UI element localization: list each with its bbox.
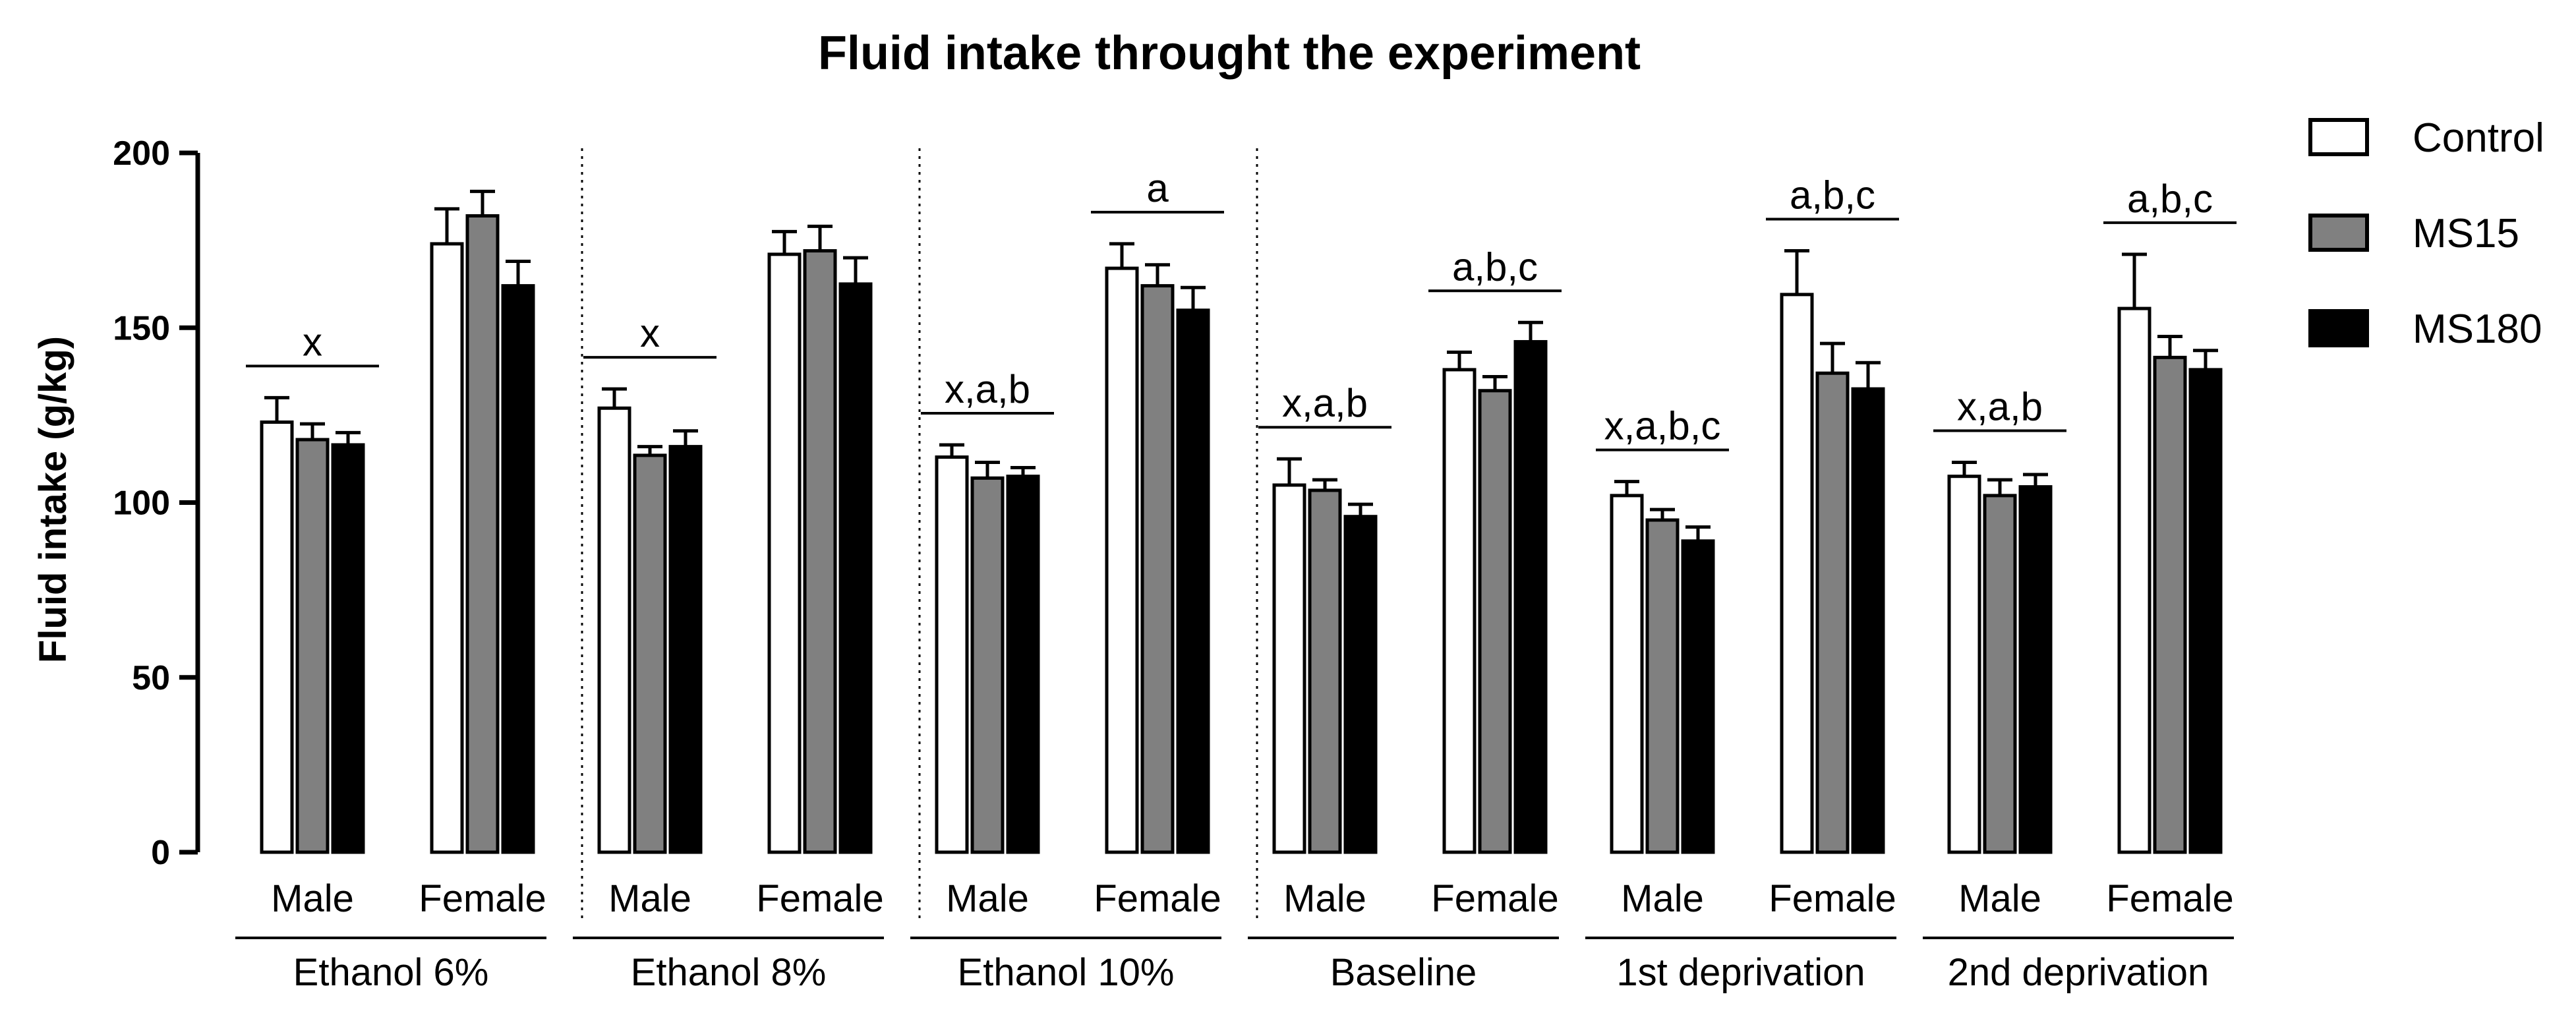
group-label: 2nd deprivation bbox=[1948, 951, 2210, 994]
x-axis-labels: Male Female Ethanol 6% Male Female Ethanol 8%… bbox=[235, 877, 2234, 994]
sex-label: Female bbox=[1769, 877, 1896, 920]
bar bbox=[331, 443, 365, 854]
bar bbox=[1343, 515, 1378, 854]
bar bbox=[1983, 494, 2017, 854]
sex-label: Female bbox=[1431, 877, 1558, 920]
annotations-layer: x x x,a,b a x,a,b a,b,c x,a,b,c a,b,c x,a,b a,b,c bbox=[246, 166, 2237, 451]
bar bbox=[501, 284, 535, 854]
group-label: Ethanol 6% bbox=[293, 951, 489, 994]
chart-title: Fluid intake throught the experiment bbox=[818, 27, 1641, 80]
y-tick-label: 100 bbox=[113, 484, 170, 523]
group-label: Baseline bbox=[1330, 951, 1477, 994]
bar bbox=[1478, 389, 1512, 854]
legend-label: MS15 bbox=[2413, 211, 2519, 256]
significance-label: x bbox=[640, 311, 660, 355]
bar bbox=[1442, 368, 1477, 854]
legend-swatch bbox=[2308, 118, 2369, 156]
significance-label: a bbox=[1146, 166, 1169, 210]
bar bbox=[767, 252, 802, 854]
bar bbox=[2117, 306, 2152, 854]
legend: Control MS15 MS180 bbox=[2308, 115, 2544, 352]
significance-label: a,b,c bbox=[1452, 245, 1538, 289]
bar bbox=[295, 438, 330, 854]
bar bbox=[1645, 518, 1680, 854]
bar bbox=[633, 453, 667, 854]
significance-label: x,a,b,c bbox=[1604, 404, 1721, 448]
bar bbox=[2188, 368, 2223, 854]
bar bbox=[1006, 475, 1040, 854]
group-label: 1st deprivation bbox=[1616, 951, 1865, 994]
sex-label: Female bbox=[756, 877, 883, 920]
legend-swatch bbox=[2308, 214, 2369, 252]
bar bbox=[1272, 483, 1306, 854]
bar bbox=[1308, 488, 1342, 854]
bar bbox=[935, 455, 969, 854]
bar bbox=[1140, 284, 1175, 854]
bar bbox=[1176, 308, 1210, 854]
bar bbox=[1815, 371, 1850, 854]
sex-label: Male bbox=[271, 877, 354, 920]
sex-label: Male bbox=[1958, 877, 2041, 920]
bar bbox=[1681, 539, 1715, 854]
bar bbox=[803, 249, 837, 854]
group-separators bbox=[581, 148, 1258, 923]
sex-label: Male bbox=[608, 877, 691, 920]
significance-label: x bbox=[303, 320, 322, 364]
bar bbox=[970, 476, 1005, 854]
significance-label: x,a,b bbox=[945, 367, 1030, 411]
bar bbox=[2153, 355, 2187, 854]
legend-label: Control bbox=[2413, 115, 2544, 161]
significance-label: a,b,c bbox=[1790, 173, 1875, 218]
bar bbox=[2018, 485, 2053, 854]
bar bbox=[1513, 339, 1548, 854]
bar bbox=[838, 282, 873, 854]
bar bbox=[430, 242, 464, 854]
bar bbox=[1947, 475, 1981, 854]
group-label: Ethanol 10% bbox=[958, 951, 1175, 994]
bars-layer bbox=[260, 189, 2223, 854]
y-tick-label: 200 bbox=[113, 134, 170, 173]
y-tick-label: 50 bbox=[132, 659, 170, 697]
significance-label: x,a,b bbox=[1282, 381, 1368, 425]
sex-label: Male bbox=[1283, 877, 1366, 920]
legend-label: MS180 bbox=[2413, 306, 2542, 352]
sex-label: Female bbox=[2106, 877, 2233, 920]
bar bbox=[1851, 387, 1885, 854]
bar bbox=[260, 420, 294, 854]
y-axis: 0 50 100 150 200 bbox=[113, 134, 200, 872]
bar bbox=[597, 406, 631, 854]
y-tick-label: 0 bbox=[151, 834, 170, 872]
bar bbox=[1610, 494, 1644, 854]
bar bbox=[1780, 293, 1814, 854]
sex-label: Female bbox=[1094, 877, 1221, 920]
bar bbox=[465, 214, 500, 854]
legend-swatch bbox=[2308, 309, 2369, 347]
significance-label: x,a,b bbox=[1957, 384, 2043, 428]
group-label: Ethanol 8% bbox=[631, 951, 827, 994]
y-axis-label: Fluid intake (g/kg) bbox=[32, 336, 74, 663]
bar bbox=[668, 445, 703, 854]
bar bbox=[1105, 266, 1139, 854]
sex-label: Male bbox=[946, 877, 1029, 920]
y-tick-label: 150 bbox=[113, 309, 170, 347]
sex-label: Female bbox=[419, 877, 546, 920]
sex-label: Male bbox=[1621, 877, 1704, 920]
significance-label: a,b,c bbox=[2127, 177, 2213, 221]
